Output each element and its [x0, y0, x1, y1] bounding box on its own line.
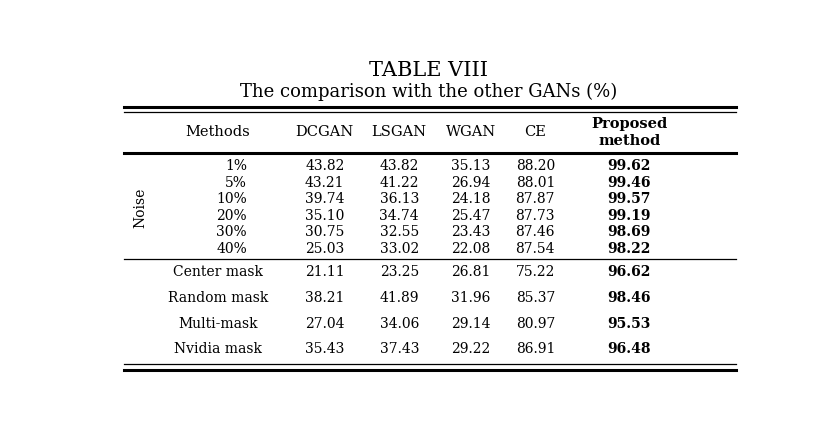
- Text: 30%: 30%: [217, 225, 247, 239]
- Text: 41.22: 41.22: [380, 176, 419, 190]
- Text: 87.87: 87.87: [516, 192, 555, 206]
- Text: 29.22: 29.22: [451, 342, 490, 357]
- Text: 25.03: 25.03: [305, 242, 344, 256]
- Text: 98.46: 98.46: [608, 291, 651, 305]
- Text: 23.43: 23.43: [451, 225, 490, 239]
- Text: 43.82: 43.82: [380, 160, 419, 174]
- Text: 43.21: 43.21: [305, 176, 344, 190]
- Text: 21.11: 21.11: [305, 265, 344, 279]
- Text: Random mask: Random mask: [168, 291, 268, 305]
- Text: 99.46: 99.46: [608, 176, 651, 190]
- Text: 80.97: 80.97: [516, 317, 555, 330]
- Text: 33.02: 33.02: [380, 242, 419, 256]
- Text: CE: CE: [524, 125, 546, 139]
- Text: 75.22: 75.22: [516, 265, 555, 279]
- Text: 30.75: 30.75: [305, 225, 344, 239]
- Text: Multi-mask: Multi-mask: [178, 317, 257, 330]
- Text: 87.46: 87.46: [516, 225, 555, 239]
- Text: 1%: 1%: [225, 160, 247, 174]
- Text: 88.01: 88.01: [516, 176, 555, 190]
- Text: 35.13: 35.13: [451, 160, 490, 174]
- Text: 22.08: 22.08: [451, 242, 490, 256]
- Text: 96.48: 96.48: [608, 342, 651, 357]
- Text: 20%: 20%: [217, 209, 247, 223]
- Text: 24.18: 24.18: [451, 192, 490, 206]
- Text: 36.13: 36.13: [380, 192, 419, 206]
- Text: 86.91: 86.91: [516, 342, 555, 357]
- Text: 5%: 5%: [225, 176, 247, 190]
- Text: 23.25: 23.25: [380, 265, 419, 279]
- Text: 26.81: 26.81: [451, 265, 490, 279]
- Text: 98.69: 98.69: [608, 225, 651, 239]
- Text: 95.53: 95.53: [608, 317, 651, 330]
- Text: 38.21: 38.21: [305, 291, 344, 305]
- Text: DCGAN: DCGAN: [296, 125, 354, 139]
- Text: 32.55: 32.55: [380, 225, 419, 239]
- Text: WGAN: WGAN: [446, 125, 496, 139]
- Text: The comparison with the other GANs (%): The comparison with the other GANs (%): [240, 83, 617, 101]
- Text: 34.74: 34.74: [380, 209, 419, 223]
- Text: 41.89: 41.89: [380, 291, 419, 305]
- Text: 98.22: 98.22: [608, 242, 651, 256]
- Text: 34.06: 34.06: [380, 317, 419, 330]
- Text: 88.20: 88.20: [516, 160, 555, 174]
- Text: Center mask: Center mask: [173, 265, 263, 279]
- Text: 99.19: 99.19: [608, 209, 651, 223]
- Text: 29.14: 29.14: [451, 317, 490, 330]
- Text: 99.57: 99.57: [608, 192, 651, 206]
- Text: 87.73: 87.73: [516, 209, 555, 223]
- Text: 35.10: 35.10: [305, 209, 344, 223]
- Text: 43.82: 43.82: [305, 160, 344, 174]
- Text: 31.96: 31.96: [451, 291, 490, 305]
- Text: 25.47: 25.47: [451, 209, 490, 223]
- Text: TABLE VIII: TABLE VIII: [369, 61, 488, 80]
- Text: 99.62: 99.62: [608, 160, 651, 174]
- Text: LSGAN: LSGAN: [372, 125, 427, 139]
- Text: 87.54: 87.54: [516, 242, 555, 256]
- Text: 39.74: 39.74: [305, 192, 344, 206]
- Text: 26.94: 26.94: [451, 176, 490, 190]
- Text: Noise: Noise: [133, 187, 147, 228]
- Text: Proposed
method: Proposed method: [591, 116, 667, 148]
- Text: 37.43: 37.43: [380, 342, 419, 357]
- Text: 40%: 40%: [217, 242, 247, 256]
- Text: 85.37: 85.37: [516, 291, 555, 305]
- Text: 10%: 10%: [217, 192, 247, 206]
- Text: 27.04: 27.04: [305, 317, 344, 330]
- Text: 96.62: 96.62: [608, 265, 651, 279]
- Text: 35.43: 35.43: [305, 342, 344, 357]
- Text: Methods: Methods: [186, 125, 250, 139]
- Text: Nvidia mask: Nvidia mask: [174, 342, 262, 357]
